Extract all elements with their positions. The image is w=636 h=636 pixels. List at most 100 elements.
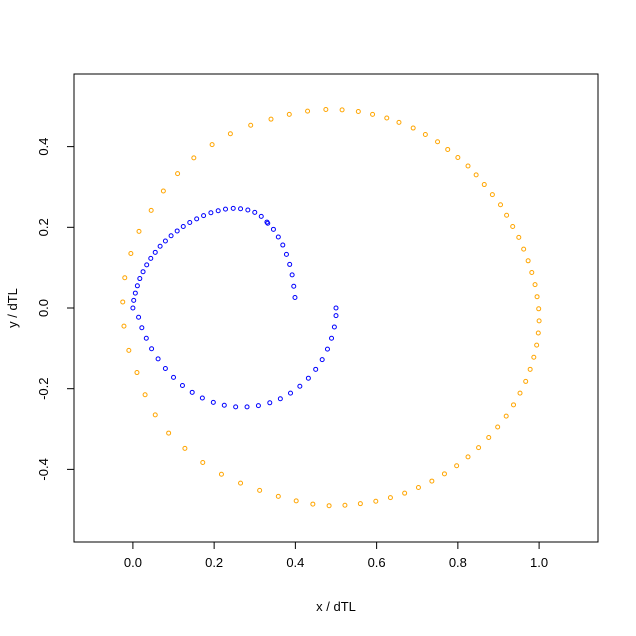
data-point [275,493,281,499]
data-point [498,202,504,208]
data-point [122,275,128,281]
plot-marks [120,107,542,509]
data-point [230,205,236,211]
x-tick-label: 0.4 [286,555,304,570]
data-point [396,119,402,125]
data-point [441,471,447,477]
data-point [510,224,516,230]
data-point [355,109,361,115]
data-point [137,276,143,282]
data-point [532,282,538,288]
data-point [257,487,263,493]
data-point [525,258,531,264]
data-point [516,234,522,240]
data-point [168,233,174,239]
y-tick-label: -0.2 [36,377,51,399]
data-point [333,313,339,319]
data-point [132,290,138,296]
y-axis-label: y / dTL [5,288,20,328]
data-point [465,163,471,169]
data-point [384,115,390,121]
data-point [140,269,146,275]
data-point [152,412,158,418]
data-point [323,107,329,113]
y-axis: -0.4 -0.2 0.0 0.2 0.4 [36,138,74,481]
data-point [218,471,224,477]
data-point [370,111,376,117]
data-point [199,395,205,401]
data-point [144,262,150,268]
data-point [162,366,168,372]
data-point [288,390,294,396]
data-point [267,400,273,406]
data-point [175,171,181,177]
data-point [142,392,148,398]
data-point [160,188,166,194]
data-point [179,382,185,388]
data-point [227,131,233,137]
data-point [162,238,168,244]
data-point [333,305,339,311]
data-point [319,357,325,363]
data-point [473,172,479,178]
data-point [527,366,533,372]
data-point [265,220,271,226]
data-point [503,413,509,419]
x-axis-label: x / dTL [316,599,356,614]
data-point [373,498,379,504]
data-point [535,330,541,336]
data-point [297,383,303,389]
data-point [387,495,393,501]
data-point [157,243,163,249]
data-point [523,378,529,384]
data-point [277,396,283,402]
data-point [289,272,295,278]
data-point [120,299,126,305]
data-point [194,216,200,222]
data-point [305,375,311,381]
data-point [465,454,471,460]
data-point [291,283,297,289]
data-point [402,490,408,496]
x-tick-label: 0.6 [368,555,386,570]
data-point [252,209,258,215]
data-point [221,402,227,408]
data-point [280,242,286,248]
data-point [342,502,348,508]
data-point [476,445,482,451]
data-point [486,435,492,441]
data-point [324,346,330,352]
data-point [187,219,193,225]
data-point [171,374,177,380]
data-point [238,480,244,486]
data-point [209,142,215,148]
data-point [445,146,451,152]
data-point [536,306,542,312]
data-point [410,125,416,131]
data-point [131,297,137,303]
data-point [521,246,527,252]
data-point [287,261,293,267]
data-point [174,228,180,234]
data-point [435,139,441,145]
data-point [201,213,207,219]
data-point [245,207,251,213]
data-point [357,501,363,507]
data-point [200,460,206,466]
x-tick-label: 0.0 [124,555,142,570]
data-point [534,294,540,300]
y-tick-label: 0.4 [36,138,51,156]
data-point [233,404,239,410]
data-point [136,314,142,320]
x-axis: 0.0 0.2 0.4 0.6 0.8 1.0 [124,542,548,570]
data-point [310,501,316,507]
data-point [210,399,216,405]
data-point [139,325,145,331]
data-point [511,402,517,408]
data-point [305,108,311,114]
data-point [121,323,127,329]
data-point [283,251,289,257]
data-point [182,445,188,451]
data-point [275,234,281,240]
